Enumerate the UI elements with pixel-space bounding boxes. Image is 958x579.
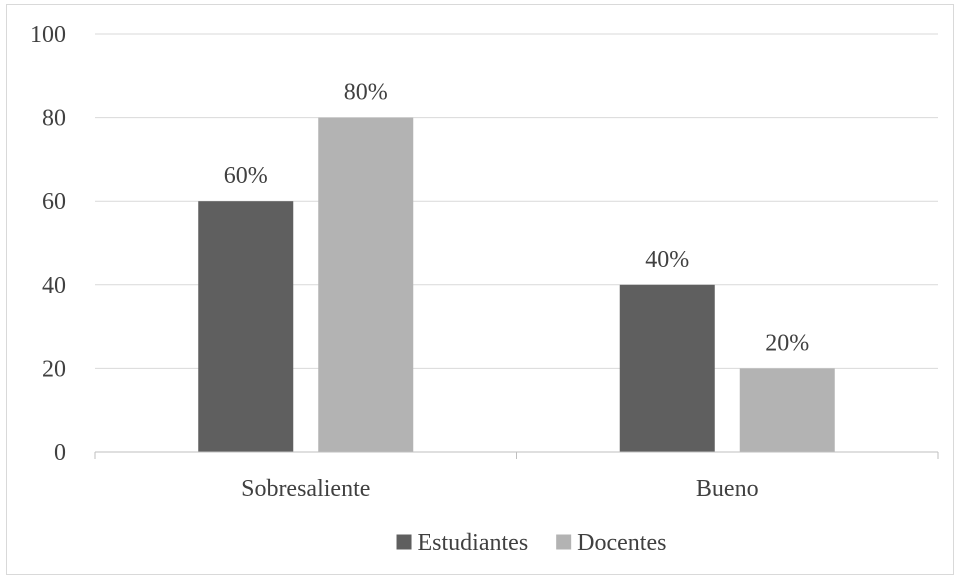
data-label: 80% [344,80,388,106]
bar-estudiantes-sobresaliente [198,201,294,452]
data-label: 20% [765,330,809,356]
legend-swatch-docentes [556,534,572,550]
y-tick-label: 20 [42,356,66,382]
legend-swatch-estudiantes [396,534,412,550]
x-tick-label: Sobresaliente [241,476,370,502]
chart-frame [6,4,954,575]
bars [198,117,835,452]
legend-label: Docentes [577,530,666,556]
x-tick-label: Bueno [696,476,759,502]
bar-estudiantes-bueno [619,284,715,452]
y-tick-label: 100 [30,22,66,48]
data-label: 40% [645,247,689,273]
y-tick-label: 80 [42,106,66,132]
legend: Estudiantes Docentes [396,530,666,556]
y-tick-label: 0 [54,440,66,466]
data-labels: 60% 80% 40% 20% [224,80,810,357]
x-axis-ticks: Sobresaliente Bueno [241,476,758,502]
legend-label: Estudiantes [418,530,529,556]
bar-docentes-sobresaliente [318,117,414,452]
x-axis [94,451,939,459]
bar-docentes-bueno [739,368,835,452]
data-label: 60% [224,163,268,189]
y-tick-label: 40 [42,273,66,299]
y-axis-ticks: 0 20 40 60 80 100 [30,22,66,466]
y-tick-label: 60 [42,189,66,215]
